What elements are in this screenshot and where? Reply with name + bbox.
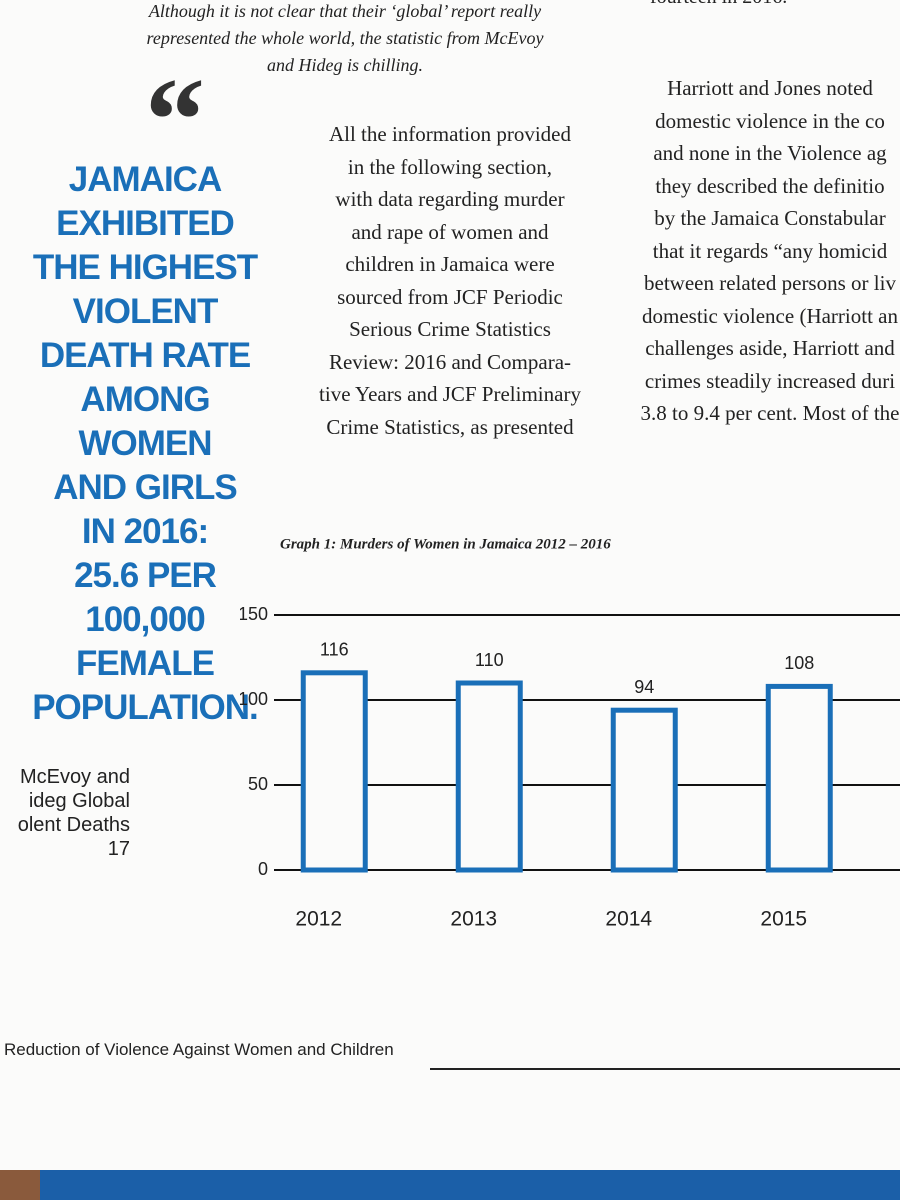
bar (455, 680, 523, 873)
text-line: VIOLENT (72, 292, 219, 331)
footer-rule (430, 1068, 900, 1070)
text-line: JAMAICA (68, 160, 222, 199)
right-column: Harriott and Jones noted domestic violenc… (590, 72, 900, 430)
text-line: crimes steadily increased duri (644, 368, 896, 393)
footer-text: Reduction of Violence Against Women and … (4, 1040, 394, 1059)
bar (765, 683, 833, 873)
x-tick-label: 2013 (450, 908, 497, 931)
text-line: THE HIGHEST (32, 248, 258, 287)
text-line: that it regards “any homicid (652, 238, 888, 263)
text-line: sourced from JCF Periodic (337, 284, 563, 309)
text-line: AMONG (80, 380, 210, 419)
text-line: domestic violence (Harriott an (642, 303, 898, 328)
text-line: Review: 2016 and Compara- (328, 349, 572, 374)
text-line: McEvoy and (19, 766, 130, 788)
text-line: FEMALE (76, 644, 215, 683)
x-tick-label: 2014 (605, 908, 652, 931)
text-line: EXHIBITED (56, 204, 235, 243)
text-line: Serious Crime Statistics (349, 317, 551, 341)
text-line: 17 (107, 838, 130, 860)
text-line: 100,000 (85, 600, 206, 639)
text-line: and none in the Violence ag (653, 141, 887, 165)
text-line: children in Jamaica were (345, 252, 555, 276)
bar (610, 707, 678, 873)
text-line: domestic violence in the co (655, 108, 885, 133)
text-line: Harriott and Jones noted (667, 76, 873, 100)
text-line: POPULATION. (32, 688, 259, 727)
text-fragment: fourteen in 2016. (650, 0, 787, 9)
document-page: fourteen in 2016. Although it is not cle… (0, 0, 900, 1170)
text-line: challenges aside, Harriott and (645, 336, 895, 360)
text-line: and Hideg is chilling. (267, 55, 423, 75)
text-line: by the Jamaica Constabular (654, 206, 886, 230)
bar (300, 670, 368, 873)
text-line: All the information provided (328, 122, 572, 146)
text-line: they described the definitio (655, 173, 885, 198)
text-line: ideg Global (28, 790, 130, 812)
cover-strip (40, 1170, 900, 1200)
chart-title: Graph 1: Murders of Women in Jamaica 201… (280, 536, 611, 552)
text-line: 3.8 to 9.4 per cent. Most of the (640, 401, 900, 425)
text-line: IN 2016: (81, 512, 209, 551)
text-line: and rape of women and (351, 219, 549, 244)
text-line: between related persons or liv (644, 271, 896, 295)
text-line: Crime Statistics, as presented (326, 414, 574, 439)
text-line: with data regarding murder (335, 187, 565, 211)
y-tick-label: 0 (258, 859, 268, 879)
x-tick-label: 2012 (295, 908, 342, 931)
value-label: 94 (634, 677, 654, 697)
text-line: DEATH RATE (39, 336, 251, 375)
text-line: in the following section, (347, 154, 553, 179)
text-line: olent Deaths (17, 814, 130, 836)
pull-quote: JAMAICA EXHIBITED THE HIGHEST VIOLENT DEATH … (0, 158, 290, 730)
text-line: Although it is not clear that their ‘glo… (148, 1, 542, 21)
text-line: WOMEN (78, 424, 212, 463)
y-tick-label: 100 (240, 689, 268, 709)
quote-source: McEvoy and ideg Global olent Deaths 17 (0, 765, 130, 861)
intro-paragraph: Although it is not clear that their ‘glo… (110, 0, 580, 79)
value-label: 116 (320, 640, 349, 660)
quote-mark: “ (145, 53, 205, 186)
y-tick-label: 150 (240, 604, 268, 624)
middle-column: All the information provided in the follo… (300, 118, 600, 443)
x-tick-label: 2015 (760, 908, 807, 931)
y-tick-label: 50 (248, 774, 268, 794)
chart: Graph 1: Murders of Women in Jamaica 201… (240, 536, 900, 931)
value-label: 108 (784, 653, 814, 673)
text-line: tive Years and JCF Preliminary (319, 382, 581, 406)
text-line: 25.6 PER (74, 556, 217, 595)
text-line: AND GIRLS (53, 468, 238, 507)
value-label: 110 (475, 650, 504, 670)
text-line: represented the whole world, the statist… (146, 28, 544, 48)
